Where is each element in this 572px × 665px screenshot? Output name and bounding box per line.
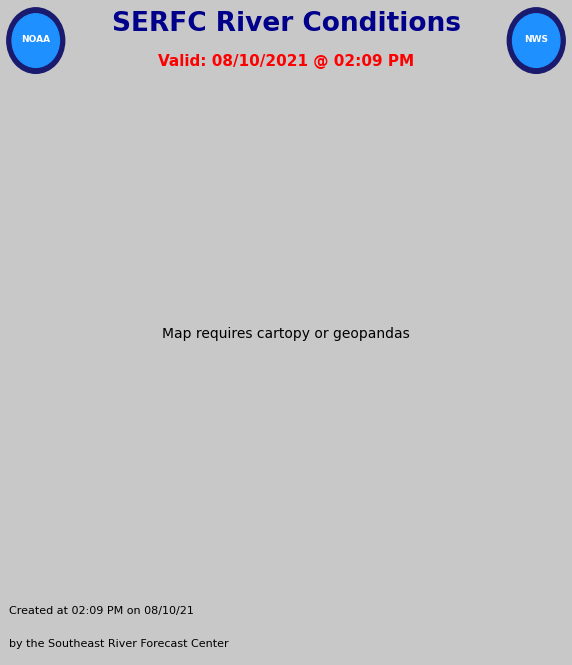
Text: Valid: 08/10/2021 @ 02:09 PM: Valid: 08/10/2021 @ 02:09 PM	[158, 54, 414, 69]
Text: Map requires cartopy or geopandas: Map requires cartopy or geopandas	[162, 327, 410, 341]
Circle shape	[12, 14, 59, 67]
Text: NWS: NWS	[525, 35, 548, 44]
Text: Created at 02:09 PM on 08/10/21: Created at 02:09 PM on 08/10/21	[9, 606, 193, 616]
Text: NOAA: NOAA	[21, 35, 50, 44]
Circle shape	[7, 8, 65, 73]
Text: SERFC River Conditions: SERFC River Conditions	[112, 11, 460, 37]
Circle shape	[507, 8, 565, 73]
Text: by the Southeast River Forecast Center: by the Southeast River Forecast Center	[9, 638, 228, 649]
Circle shape	[513, 14, 560, 67]
